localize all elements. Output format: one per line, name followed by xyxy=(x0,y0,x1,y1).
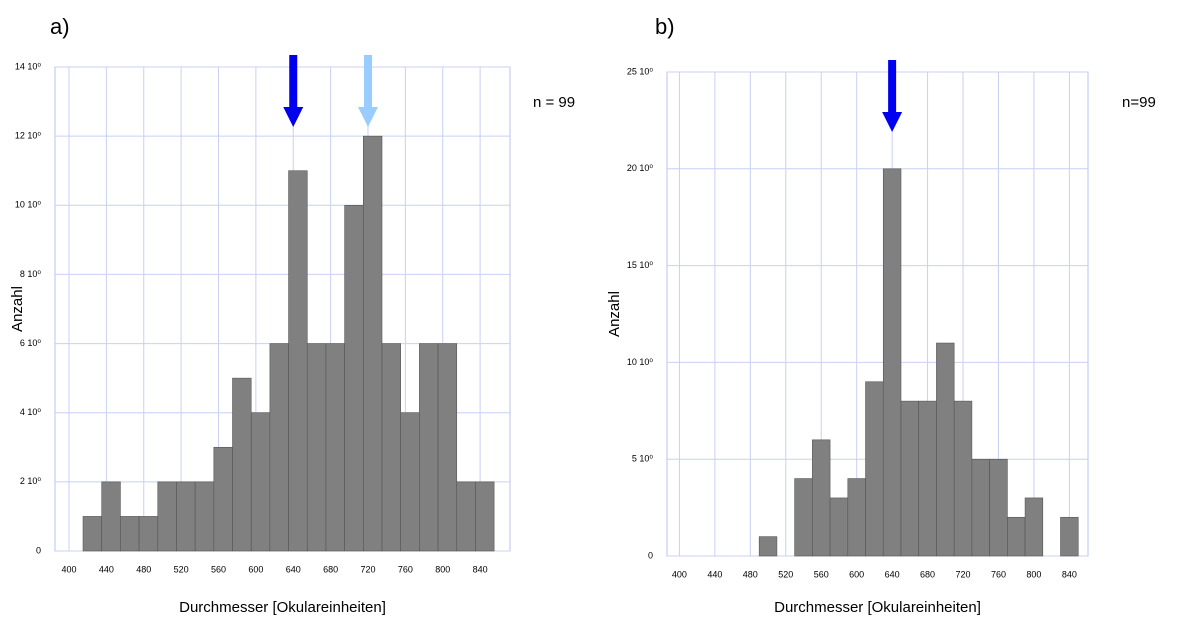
bar xyxy=(344,204,364,552)
bar xyxy=(971,458,990,557)
x-tick-label: 800 xyxy=(1026,569,1041,579)
bar xyxy=(953,400,973,557)
bar xyxy=(900,400,920,557)
bar xyxy=(1024,497,1044,557)
x-tick-label: 720 xyxy=(956,569,971,579)
x-tick-label: 600 xyxy=(849,569,864,579)
bar xyxy=(812,439,831,557)
x-tick-label: 400 xyxy=(672,569,687,579)
x-tick-label: 480 xyxy=(743,569,758,579)
bar xyxy=(325,343,345,552)
x-tick-label: 560 xyxy=(814,569,829,579)
x-tick-label: 400 xyxy=(61,564,76,574)
x-tick-label: 640 xyxy=(885,569,900,579)
bar xyxy=(176,481,196,552)
y-tick-label: 4 10⁰ xyxy=(20,407,42,417)
bar xyxy=(250,412,271,552)
bar xyxy=(475,481,495,552)
x-axis-label: Durchmesser [Okulareinheiten] xyxy=(774,599,981,616)
bar xyxy=(758,536,778,557)
x-tick-label: 760 xyxy=(398,564,413,574)
annotation: n=99 xyxy=(1122,94,1156,111)
bar xyxy=(936,342,955,557)
bar xyxy=(363,135,383,552)
x-tick-label: 520 xyxy=(778,569,793,579)
bar xyxy=(437,343,458,552)
x-tick-label: 440 xyxy=(707,569,722,579)
y-tick-label: 20 10⁰ xyxy=(627,163,654,173)
bar xyxy=(865,381,884,557)
x-tick-label: 640 xyxy=(286,564,301,574)
x-tick-label: 480 xyxy=(136,564,151,574)
bar xyxy=(882,168,902,557)
bar xyxy=(120,516,140,552)
bar xyxy=(989,458,1008,557)
bar xyxy=(847,478,866,557)
y-axis-label: Anzahl xyxy=(606,291,623,337)
bar xyxy=(213,446,233,552)
y-tick-label: 8 10⁰ xyxy=(20,269,42,279)
x-tick-label: 560 xyxy=(211,564,226,574)
annotation: n = 99 xyxy=(533,94,575,111)
x-tick-label: 600 xyxy=(248,564,263,574)
x-tick-label: 720 xyxy=(360,564,375,574)
bar xyxy=(101,481,121,552)
x-tick-label: 680 xyxy=(323,564,338,574)
bar xyxy=(194,481,215,552)
x-tick-label: 440 xyxy=(99,564,114,574)
panel-label: b) xyxy=(655,14,675,39)
bar xyxy=(794,478,813,557)
bar xyxy=(288,170,308,552)
y-tick-label: 10 10⁰ xyxy=(627,357,654,367)
arrow xyxy=(283,55,304,127)
x-tick-label: 840 xyxy=(1062,569,1077,579)
panel-label: a) xyxy=(50,14,70,39)
bar xyxy=(232,377,252,552)
bar xyxy=(456,481,476,552)
y-tick-label: 6 10⁰ xyxy=(20,338,42,348)
y-tick-label: 14 10⁰ xyxy=(15,61,42,71)
x-tick-label: 760 xyxy=(991,569,1006,579)
y-tick-label: 12 10⁰ xyxy=(15,131,42,141)
x-tick-label: 520 xyxy=(174,564,189,574)
x-tick-label: 680 xyxy=(920,569,935,579)
bar xyxy=(306,343,327,552)
bar xyxy=(1007,516,1026,557)
y-axis-label: Anzahl xyxy=(9,286,26,332)
bar xyxy=(157,481,177,552)
y-tick-label: 0 xyxy=(36,545,41,555)
x-tick-label: 800 xyxy=(435,564,450,574)
arrow xyxy=(357,55,378,127)
bar xyxy=(829,497,849,557)
arrow xyxy=(882,60,903,132)
x-tick-label: 840 xyxy=(473,564,488,574)
bar xyxy=(82,516,103,552)
y-tick-label: 2 10⁰ xyxy=(20,476,42,486)
y-tick-label: 0 xyxy=(648,550,653,560)
bar xyxy=(419,343,439,552)
bar xyxy=(918,400,937,557)
y-tick-label: 15 10⁰ xyxy=(627,260,654,270)
bar xyxy=(138,516,159,552)
x-axis-label: Durchmesser [Okulareinheiten] xyxy=(179,599,386,616)
bar xyxy=(1060,516,1079,557)
y-tick-label: 25 10⁰ xyxy=(627,66,654,76)
y-tick-label: 10 10⁰ xyxy=(15,200,42,210)
bar xyxy=(269,343,289,552)
bar xyxy=(400,412,420,552)
bar xyxy=(381,343,401,552)
y-tick-label: 5 10⁰ xyxy=(632,454,654,464)
